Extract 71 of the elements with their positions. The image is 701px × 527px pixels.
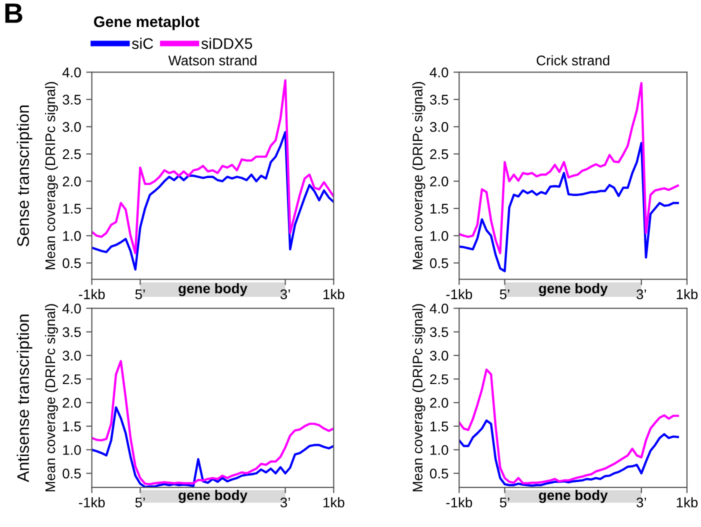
y-axis-title: Mean coverage (DRIPc signal) [412,82,426,270]
x-tick-label: 5’ [500,498,510,508]
text: Sense transcription [16,106,32,246]
line-series [459,82,679,254]
y-tick-label: 0.5 [430,468,448,478]
line-series [92,360,334,486]
chart-title: Crick strand [536,55,610,66]
y-axis-title: Mean coverage (DRIPc signal) [44,82,58,270]
line-series [92,131,334,271]
y-tick-label: 2.5 [430,149,448,160]
x-tick-label: -1kb [78,497,105,508]
y-tick-label: 0.5 [62,258,81,268]
y-tick-label: 2.5 [62,374,81,384]
y-tick-label: 3.0 [430,350,448,361]
x-tick-label: -1kb [78,289,105,300]
y-tick-label: 1.0 [63,231,81,241]
y-tick-label: 3.0 [430,122,448,132]
x-tick-label: 1kb [324,289,344,300]
line-series [92,79,334,254]
text: gene body [538,283,608,296]
y-axis-title: Mean coverage (DRIPc signal) [412,304,426,492]
text: Antisense transcription [16,314,32,482]
y-tick-label: 2.5 [430,374,448,384]
y-tick-label: 4.0 [62,304,81,314]
x-tick-label: 5’ [500,290,510,300]
y-tick-label: 2.0 [430,176,448,186]
y-tick-label: 4.0 [430,68,448,78]
y-tick-label: 1.0 [430,231,448,241]
y-tick-label: 3.5 [62,94,81,105]
x-tick-label: 3’ [280,498,290,508]
y-tick-label: 2.0 [62,398,81,408]
y-tick-label: 3.5 [430,94,448,105]
legend-title: Gene metaplot [94,16,200,30]
y-tick-label: 3.5 [62,327,81,338]
y-tick-label: 0.5 [62,468,81,478]
y-tick-label: 2.0 [430,398,448,408]
x-tick-label: 3’ [280,289,290,300]
x-tick-label: 1kb [676,289,698,300]
chart-title: Watson strand [168,55,256,66]
line-series [459,142,679,272]
x-tick-label: 1kb [676,497,698,508]
y-tick-label: 4.0 [62,68,81,78]
y-tick-label: 3.0 [62,122,81,132]
text: gene body [178,283,248,296]
y-tick-label: 4.0 [430,304,448,314]
y-tick-label: 3.5 [430,327,448,338]
y-tick-label: 2.0 [62,176,81,186]
text: B [5,4,22,23]
x-tick-label: -1kb [446,289,472,300]
text: gene body [538,490,608,503]
text: gene body [178,490,248,503]
legend-label: siC [132,38,154,50]
line-series [459,419,679,487]
y-tick-label: 3.0 [62,350,81,361]
x-tick-label: 5’ [135,498,145,508]
y-tick-label: 1.0 [63,445,81,455]
line-series [459,368,679,484]
y-tick-label: 1.5 [430,422,448,432]
y-tick-label: 0.5 [430,258,448,268]
y-axis-title: Mean coverage (DRIPc signal) [44,304,58,492]
x-tick-label: -1kb [446,497,472,508]
y-tick-label: 1.0 [430,445,448,455]
legend-label: siDDX5 [201,38,252,50]
x-tick-label: 3’ [636,498,646,508]
x-tick-label: 3’ [636,289,646,300]
y-tick-label: 1.5 [63,422,81,432]
x-tick-label: 5’ [135,290,145,300]
x-tick-label: 1kb [324,497,344,508]
y-tick-label: 1.5 [430,204,448,214]
y-tick-label: 2.5 [62,149,81,160]
y-tick-label: 1.5 [63,204,81,214]
